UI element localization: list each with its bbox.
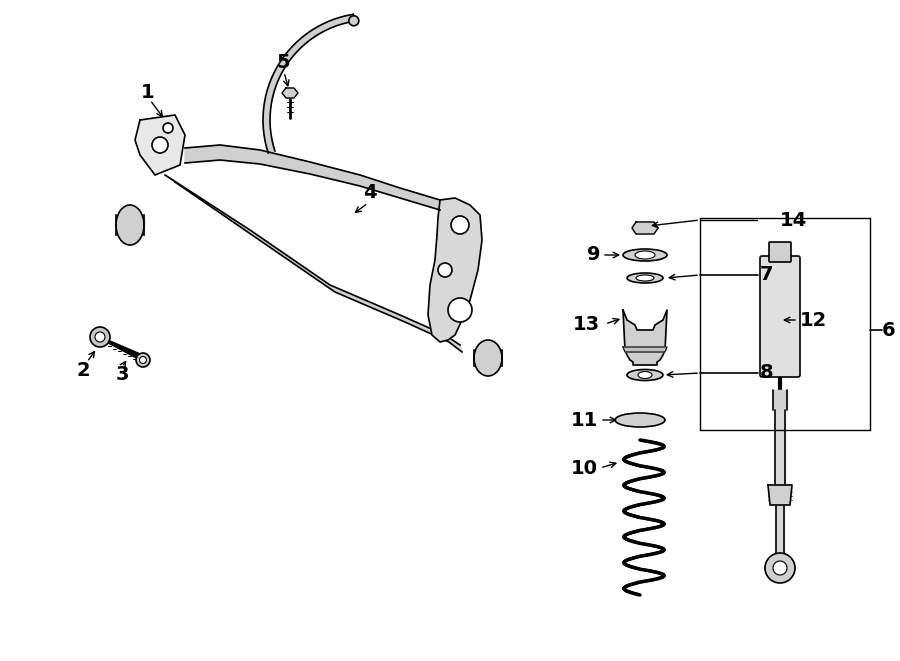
Polygon shape: [623, 310, 667, 365]
Polygon shape: [135, 115, 185, 175]
Circle shape: [765, 553, 795, 583]
Ellipse shape: [474, 340, 502, 376]
Polygon shape: [474, 350, 502, 366]
Circle shape: [451, 216, 469, 234]
Polygon shape: [775, 410, 785, 490]
Text: 5: 5: [276, 52, 290, 71]
Circle shape: [136, 353, 150, 367]
Polygon shape: [623, 347, 667, 352]
Polygon shape: [428, 198, 482, 342]
Polygon shape: [773, 390, 787, 410]
Polygon shape: [282, 88, 298, 98]
Circle shape: [163, 123, 173, 133]
Circle shape: [773, 561, 787, 575]
Ellipse shape: [636, 275, 654, 281]
Text: 1: 1: [141, 83, 155, 102]
Text: 3: 3: [115, 366, 129, 385]
Circle shape: [438, 263, 452, 277]
Text: 4: 4: [364, 184, 377, 202]
Circle shape: [448, 298, 472, 322]
Text: 7: 7: [760, 266, 773, 284]
Text: 11: 11: [571, 410, 598, 430]
Text: 14: 14: [780, 210, 807, 229]
Polygon shape: [263, 15, 355, 153]
Ellipse shape: [623, 249, 667, 261]
Circle shape: [349, 16, 359, 26]
Ellipse shape: [615, 413, 665, 427]
Polygon shape: [116, 215, 144, 235]
Ellipse shape: [638, 371, 652, 379]
Ellipse shape: [627, 273, 663, 283]
Text: 2: 2: [76, 360, 90, 379]
Text: 13: 13: [573, 315, 600, 334]
Polygon shape: [776, 505, 784, 560]
FancyBboxPatch shape: [769, 242, 791, 262]
Polygon shape: [185, 145, 440, 210]
Text: 10: 10: [571, 459, 598, 477]
Text: 8: 8: [760, 364, 774, 383]
Ellipse shape: [635, 251, 655, 259]
Text: 6: 6: [882, 321, 896, 340]
Circle shape: [95, 332, 105, 342]
Polygon shape: [768, 485, 792, 505]
Polygon shape: [165, 175, 462, 352]
Text: 12: 12: [800, 311, 827, 329]
FancyBboxPatch shape: [760, 256, 800, 377]
Ellipse shape: [627, 369, 663, 381]
Circle shape: [90, 327, 110, 347]
Circle shape: [152, 137, 168, 153]
Text: 9: 9: [587, 245, 600, 264]
Ellipse shape: [116, 205, 144, 245]
Circle shape: [140, 356, 147, 364]
Polygon shape: [632, 222, 658, 234]
